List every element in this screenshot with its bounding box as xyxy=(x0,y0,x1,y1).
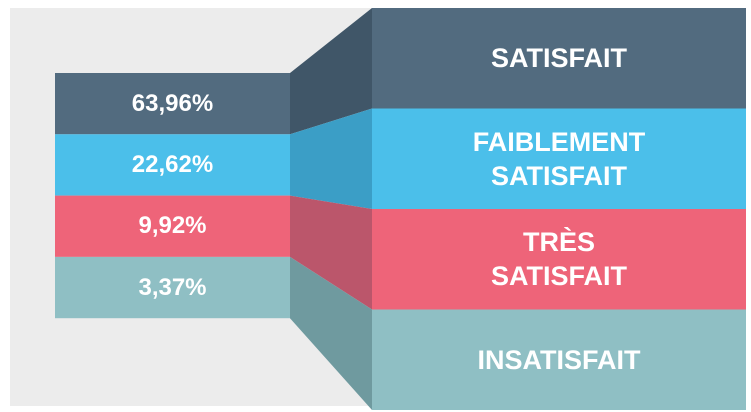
bar xyxy=(55,256,290,319)
bar xyxy=(55,134,290,196)
bar xyxy=(55,73,290,135)
value-label: 22,62% xyxy=(131,150,214,178)
category-box xyxy=(372,8,746,109)
value-label: 9,92% xyxy=(138,212,207,240)
category-box xyxy=(372,108,746,209)
bar xyxy=(55,195,290,257)
connector xyxy=(290,256,372,410)
connector xyxy=(290,195,372,310)
value-label: 3,37% xyxy=(138,273,207,301)
category-box xyxy=(372,209,746,310)
category-label: TRÈS SATISFAIT xyxy=(490,227,627,292)
category-label: FAIBLEMENT SATISFAIT xyxy=(472,126,646,191)
connector xyxy=(290,108,372,209)
connector xyxy=(290,8,372,135)
value-label: 63,96% xyxy=(131,89,214,117)
category-box xyxy=(372,309,746,410)
category-label: INSATISFAIT xyxy=(477,344,641,375)
category-label: SATISFAIT xyxy=(490,43,627,74)
